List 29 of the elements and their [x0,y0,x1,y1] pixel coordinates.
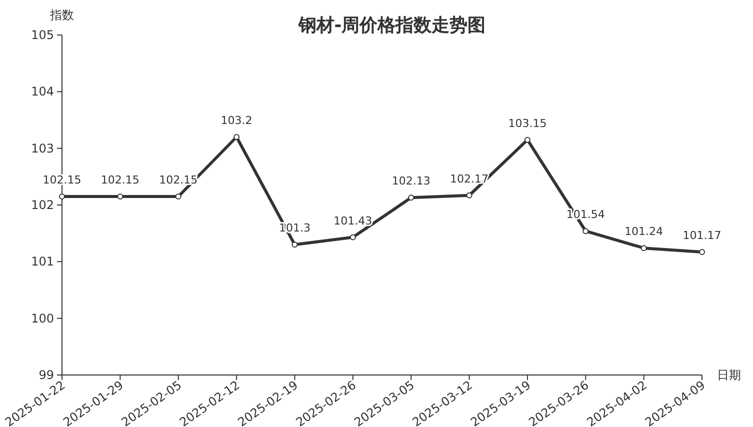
chart-title: 钢材-周价格指数走势图 [297,15,486,36]
y-tick-label: 99 [38,368,54,382]
data-label: 103.15 [508,116,547,130]
y-tick-label: 102 [31,198,54,212]
y-tick-label: 101 [31,254,54,269]
y-tick-label: 104 [31,84,54,99]
y-tick-label: 103 [31,141,54,156]
x-axis-title: 日期 [717,368,741,382]
point [582,228,589,234]
data-label: 102.13 [392,174,430,188]
data-label: 102.15 [100,174,140,186]
point [408,194,414,201]
y-axis-title: 指数 [49,8,74,22]
point [640,245,647,252]
data-label: 101.43 [334,214,372,228]
y-tick-label: 105 [31,28,54,42]
point [292,242,298,248]
point [234,134,240,140]
y-tick-label: 100 [31,311,54,326]
data-label: 103.2 [220,114,252,127]
point [699,249,705,256]
data-label: 101.17 [682,229,722,242]
point [350,234,356,240]
data-label: 101.24 [624,225,664,238]
point [175,194,182,200]
point [466,192,472,198]
point [117,194,124,200]
point [524,136,530,143]
point [59,194,65,200]
